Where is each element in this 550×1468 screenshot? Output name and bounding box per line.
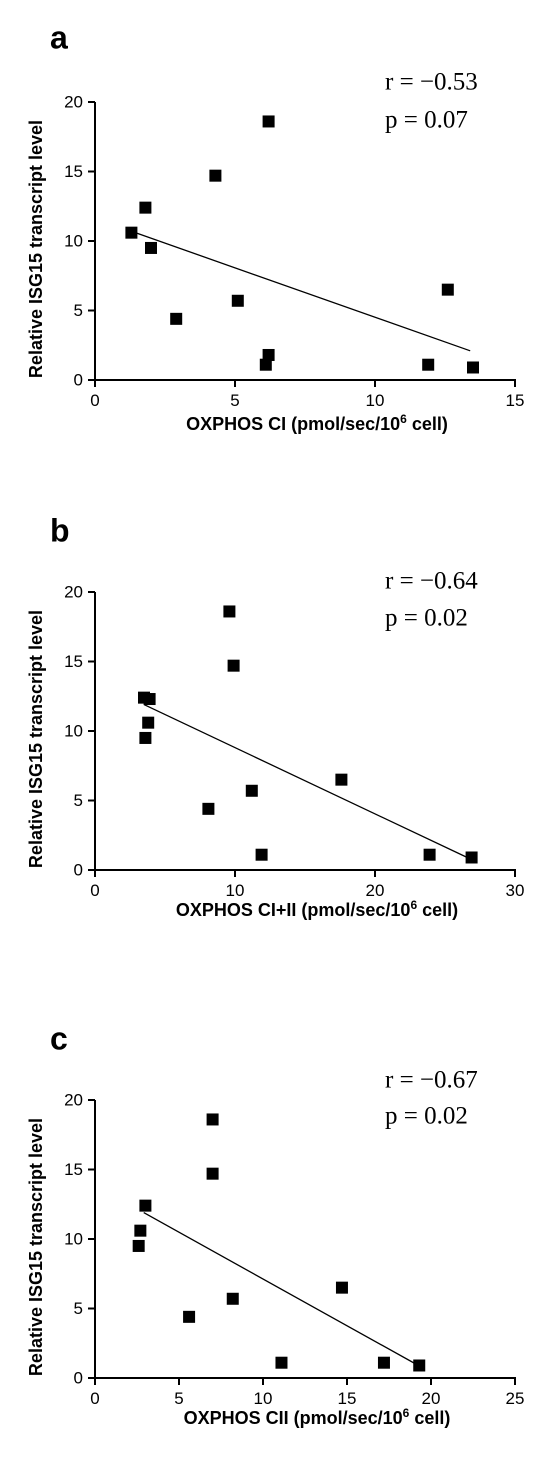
chart-panel-a: a 0 5 10 15 0 5 10 15 20 OXPHOS CI (pmol/sec/106 c… xyxy=(26,19,524,434)
y-tick-label: 0 xyxy=(74,1369,83,1388)
data-point xyxy=(134,1224,147,1237)
x-axis-title: OXPHOS CI (pmol/sec/106 cell) xyxy=(186,412,448,434)
data-point xyxy=(259,358,272,371)
y-tick-label: 15 xyxy=(64,1160,83,1179)
data-point xyxy=(139,731,152,744)
data-point xyxy=(142,716,155,729)
data-point xyxy=(413,1359,426,1372)
data-point xyxy=(139,1199,152,1212)
r-value-label: r = −0.67 xyxy=(385,1067,478,1094)
r-value-label: r = −0.53 xyxy=(385,69,478,96)
x-tick-label: 5 xyxy=(230,391,239,410)
data-point xyxy=(183,1310,196,1323)
data-point xyxy=(226,1292,239,1305)
y-tick-label: 0 xyxy=(74,371,83,390)
data-point xyxy=(231,294,244,307)
x-tick-label: 10 xyxy=(254,1389,273,1408)
data-point xyxy=(335,773,348,786)
data-point xyxy=(275,1356,288,1369)
data-point xyxy=(145,241,157,254)
x-tick-label: 5 xyxy=(174,1389,183,1408)
x-tick-label: 0 xyxy=(90,881,99,900)
p-value-label: p = 0.02 xyxy=(385,1103,468,1130)
x-tick-label: 0 xyxy=(90,391,99,410)
y-tick-label: 5 xyxy=(74,791,83,810)
y-tick-label: 10 xyxy=(64,232,83,251)
data-point xyxy=(465,851,478,864)
data-point xyxy=(262,115,275,128)
regression-line xyxy=(143,1212,422,1368)
data-point xyxy=(227,659,240,672)
y-tick-label: 5 xyxy=(74,301,83,320)
p-value-label: p = 0.07 xyxy=(385,107,468,134)
data-point xyxy=(262,348,275,361)
x-tick-label: 10 xyxy=(366,391,385,410)
data-point xyxy=(206,1113,219,1126)
data-point xyxy=(170,312,183,325)
data-point xyxy=(335,1281,348,1294)
data-point xyxy=(132,1239,145,1252)
panel-letter: b xyxy=(50,512,70,548)
x-tick-label: 30 xyxy=(506,881,525,900)
x-axis-title: OXPHOS CII (pmol/sec/106 cell) xyxy=(184,1406,451,1428)
x-tick-label: 20 xyxy=(366,881,385,900)
data-point xyxy=(202,802,215,815)
data-point xyxy=(377,1356,390,1369)
x-tick-label: 15 xyxy=(506,391,525,410)
panel-letter: a xyxy=(50,19,68,55)
x-tick-label: 0 xyxy=(90,1389,99,1408)
regression-line xyxy=(143,704,471,860)
y-tick-label: 15 xyxy=(64,652,83,671)
y-tick-label: 20 xyxy=(64,93,83,112)
p-value-label: p = 0.02 xyxy=(385,605,468,632)
data-point xyxy=(143,693,156,706)
y-tick-label: 10 xyxy=(64,722,83,741)
x-axis-title: OXPHOS CI+II (pmol/sec/106 cell) xyxy=(176,898,458,920)
y-tick-label: 10 xyxy=(64,1230,83,1249)
panel-letter: c xyxy=(50,1020,68,1056)
data-point xyxy=(209,169,222,182)
y-axis-title: Relative ISG15 transcript level xyxy=(26,1118,46,1376)
y-tick-label: 5 xyxy=(74,1299,83,1318)
y-axis-title: Relative ISG15 transcript level xyxy=(26,610,46,868)
data-point xyxy=(255,848,268,861)
y-axis-title: Relative ISG15 transcript level xyxy=(26,120,46,378)
y-tick-label: 20 xyxy=(64,583,83,602)
data-point xyxy=(245,784,258,797)
x-tick-label: 25 xyxy=(506,1389,525,1408)
regression-line xyxy=(131,230,471,352)
data-point xyxy=(223,605,236,618)
data-point xyxy=(467,361,479,374)
x-tick-label: 10 xyxy=(226,881,245,900)
data-point xyxy=(423,848,436,861)
data-point xyxy=(422,358,435,371)
data-point xyxy=(206,1167,219,1180)
y-tick-label: 20 xyxy=(64,1091,83,1110)
x-tick-label: 20 xyxy=(422,1389,441,1408)
r-value-label: r = −0.64 xyxy=(385,568,478,595)
y-tick-label: 15 xyxy=(64,162,83,181)
data-point xyxy=(139,201,152,214)
y-tick-label: 0 xyxy=(74,861,83,880)
x-tick-label: 15 xyxy=(338,1389,357,1408)
data-point xyxy=(441,283,454,296)
data-point xyxy=(125,226,138,239)
